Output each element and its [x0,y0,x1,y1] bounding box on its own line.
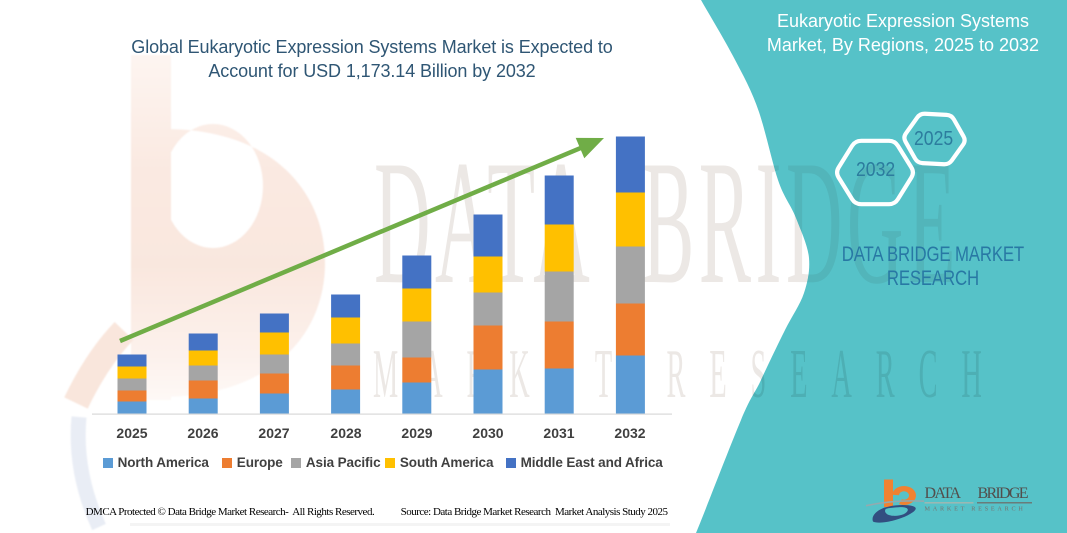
svg-text:MARKET RESEARCH: MARKET RESEARCH [925,506,1026,513]
svg-text:BRIDGE: BRIDGE [978,485,1029,502]
svg-text:DATA: DATA [925,485,962,502]
